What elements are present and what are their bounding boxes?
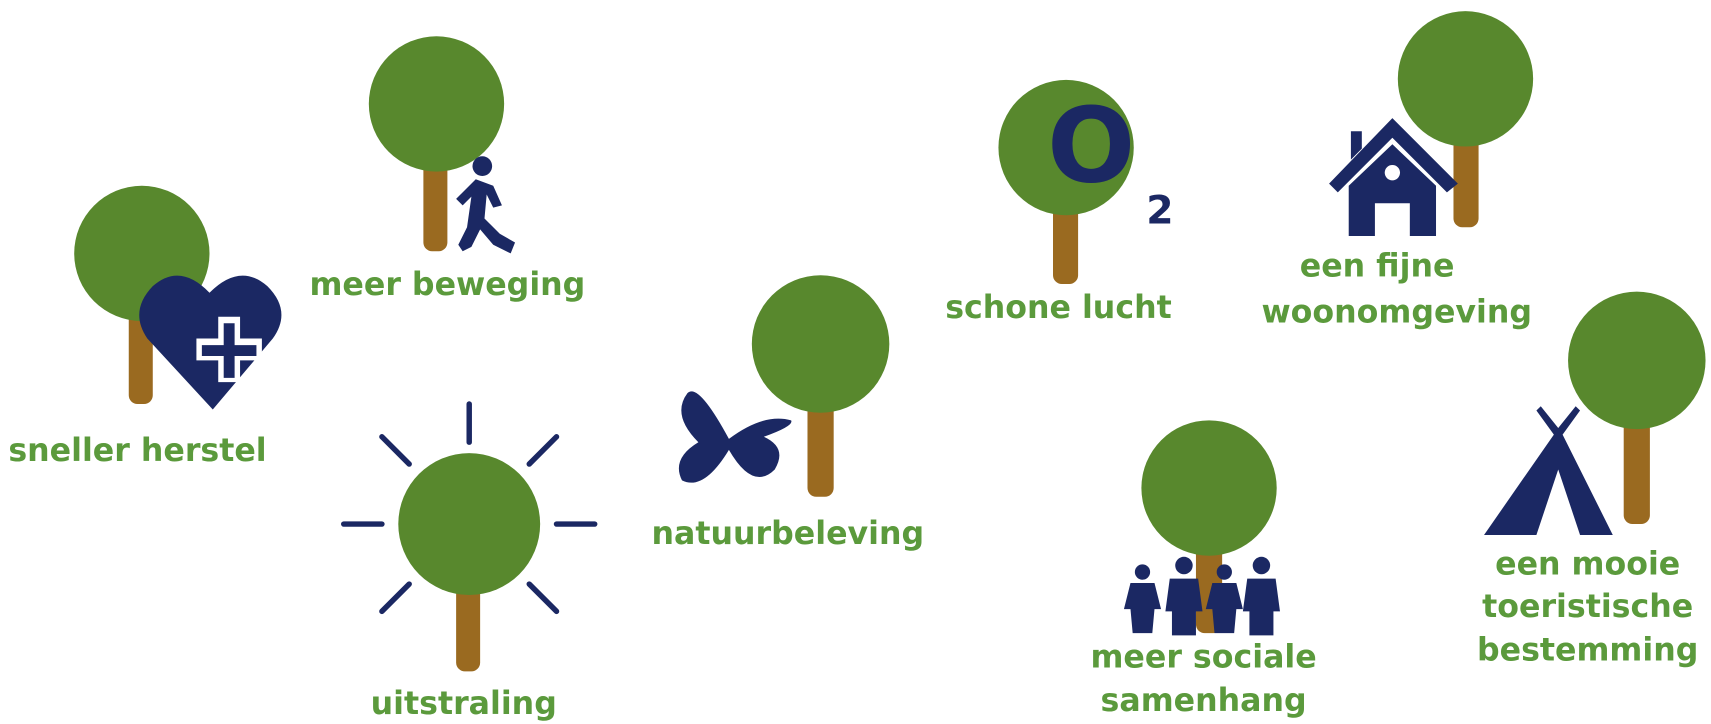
label: woonomgeving [1261, 294, 1532, 330]
runner-icon [456, 156, 516, 254]
tree-woon [1329, 11, 1534, 236]
tree-lucht: O 2 [998, 79, 1174, 284]
label: sneller herstel [8, 433, 266, 469]
label: natuurbeleving [652, 516, 925, 552]
label: meer beweging [309, 267, 585, 303]
butterfly-icon [678, 391, 792, 483]
label: uitstraling [371, 686, 557, 722]
label: bestemming [1477, 633, 1698, 669]
tree-beweging [368, 36, 516, 254]
label: meer sociale [1090, 639, 1316, 675]
tree-uitstraling [340, 401, 598, 672]
label: schone lucht [945, 290, 1172, 326]
tree-natuur [678, 275, 890, 497]
label: samenhang [1101, 683, 1307, 719]
tree-toerisme [1484, 291, 1706, 535]
people-icon [1123, 556, 1280, 636]
tent-icon [1484, 406, 1613, 535]
tree-herstel [74, 185, 282, 410]
tree-sociaal [1123, 420, 1280, 636]
label: toeristische [1482, 589, 1693, 625]
label: een fijne [1300, 249, 1455, 285]
o2-subscript: 2 [1146, 189, 1173, 234]
o2-letter: O [1047, 86, 1135, 206]
label: een mooie [1495, 547, 1680, 583]
